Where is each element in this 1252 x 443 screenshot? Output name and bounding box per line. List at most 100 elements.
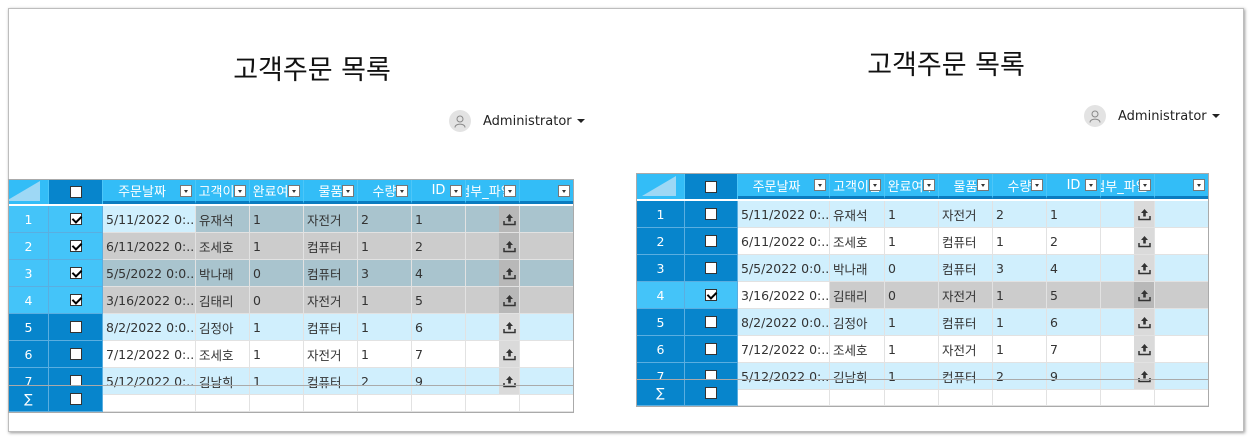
cell-date[interactable]: 5/12/2022 0:... xyxy=(738,363,830,390)
column-header[interactable]: 완료여부 xyxy=(250,180,304,204)
cell-done[interactable]: 1 xyxy=(885,228,939,255)
cell-id[interactable]: 4 xyxy=(412,260,466,287)
cell-qty[interactable]: 1 xyxy=(993,228,1047,255)
column-header[interactable]: 주문날짜 xyxy=(103,180,196,204)
user-menu[interactable]: Administrator xyxy=(449,110,585,132)
column-header[interactable]: 완료여부 xyxy=(885,174,939,199)
cell-id[interactable]: 9 xyxy=(1047,363,1101,390)
cell-id[interactable]: 7 xyxy=(412,341,466,368)
table-row[interactable]: 3 5/5/2022 0:0... 박나래 0 컴퓨터 3 4 xyxy=(9,260,573,287)
cell-id[interactable]: 9 xyxy=(412,368,466,395)
cell-qty[interactable]: 2 xyxy=(993,201,1047,228)
select-all-corner[interactable] xyxy=(9,180,49,204)
cell-name[interactable]: 유재석 xyxy=(830,201,885,228)
cell-id[interactable]: 2 xyxy=(412,233,466,260)
cell-item[interactable]: 자전거 xyxy=(939,201,993,228)
cell-name[interactable]: 김남희 xyxy=(830,363,885,390)
cell-id[interactable]: 7 xyxy=(1047,336,1101,363)
cell-date[interactable]: 7/12/2022 0:... xyxy=(738,336,830,363)
table-row[interactable]: 1 5/11/2022 0:... 유재석 1 자전거 2 1 xyxy=(9,206,573,233)
row-checkbox[interactable] xyxy=(69,348,82,360)
cell-id[interactable]: 5 xyxy=(1047,282,1101,309)
filter-dropdown-icon[interactable] xyxy=(1085,179,1097,191)
cell-item[interactable]: 컴퓨터 xyxy=(939,363,993,390)
cell-done[interactable]: 0 xyxy=(250,287,304,314)
cell-name[interactable]: 김태리 xyxy=(830,282,885,309)
cell-item[interactable]: 자전거 xyxy=(939,282,993,309)
cell-qty[interactable]: 3 xyxy=(358,260,412,287)
table-row[interactable]: 4 3/16/2022 0:... 김태리 0 자전거 1 5 xyxy=(637,282,1208,309)
upload-icon[interactable] xyxy=(499,314,519,340)
upload-icon[interactable] xyxy=(1134,336,1154,362)
cell-item[interactable]: 컴퓨터 xyxy=(939,309,993,336)
upload-icon[interactable] xyxy=(499,368,519,394)
row-checkbox[interactable] xyxy=(69,240,82,252)
summary-checkbox[interactable] xyxy=(705,386,717,399)
user-menu[interactable]: Administrator xyxy=(1084,105,1220,127)
cell-qty[interactable]: 1 xyxy=(358,314,412,341)
cell-item[interactable]: 컴퓨터 xyxy=(304,260,358,287)
select-all-checkbox[interactable] xyxy=(705,180,717,193)
cell-done[interactable]: 0 xyxy=(885,282,939,309)
cell-qty[interactable]: 1 xyxy=(993,282,1047,309)
cell-date[interactable]: 5/11/2022 0:... xyxy=(738,201,830,228)
filter-dropdown-icon[interactable] xyxy=(923,179,935,191)
table-row[interactable]: 5 8/2/2022 0:0... 김정아 1 컴퓨터 1 6 xyxy=(9,314,573,341)
cell-item[interactable]: 컴퓨터 xyxy=(939,228,993,255)
filter-dropdown-icon[interactable] xyxy=(234,185,246,197)
cell-item[interactable]: 자전거 xyxy=(304,206,358,233)
cell-qty[interactable]: 1 xyxy=(993,336,1047,363)
row-checkbox[interactable] xyxy=(69,321,82,333)
filter-dropdown-icon[interactable] xyxy=(1193,179,1205,191)
cell-name[interactable]: 박나래 xyxy=(196,260,250,287)
upload-icon[interactable] xyxy=(499,341,519,367)
cell-done[interactable]: 0 xyxy=(250,260,304,287)
cell-id[interactable]: 6 xyxy=(412,314,466,341)
cell-done[interactable]: 0 xyxy=(885,255,939,282)
filter-dropdown-icon[interactable] xyxy=(814,179,826,191)
cell-name[interactable]: 조세호 xyxy=(830,336,885,363)
filter-dropdown-icon[interactable] xyxy=(1031,179,1043,191)
cell-date[interactable]: 3/16/2022 0:... xyxy=(738,282,830,309)
cell-qty[interactable]: 2 xyxy=(358,368,412,395)
cell-id[interactable]: 4 xyxy=(1047,255,1101,282)
cell-qty[interactable]: 1 xyxy=(358,233,412,260)
summary-checkbox[interactable] xyxy=(69,392,82,405)
table-row[interactable]: 5 8/2/2022 0:0... 김정아 1 컴퓨터 1 6 xyxy=(637,309,1208,336)
cell-item[interactable]: 자전거 xyxy=(939,336,993,363)
row-checkbox[interactable] xyxy=(69,294,82,306)
cell-date[interactable]: 5/12/2022 0:... xyxy=(103,368,196,395)
cell-done[interactable]: 1 xyxy=(250,314,304,341)
cell-date[interactable]: 3/16/2022 0:... xyxy=(103,287,196,314)
column-header[interactable]: 수량 xyxy=(993,174,1047,199)
select-all-corner[interactable] xyxy=(637,174,685,199)
cell-date[interactable]: 6/11/2022 0:... xyxy=(738,228,830,255)
cell-name[interactable]: 조세호 xyxy=(196,341,250,368)
cell-date[interactable]: 7/12/2022 0:... xyxy=(103,341,196,368)
cell-name[interactable]: 박나래 xyxy=(830,255,885,282)
filter-dropdown-icon[interactable] xyxy=(977,179,989,191)
cell-done[interactable]: 1 xyxy=(250,341,304,368)
cell-date[interactable]: 5/11/2022 0:... xyxy=(103,206,196,233)
cell-qty[interactable]: 2 xyxy=(993,363,1047,390)
cell-name[interactable]: 조세호 xyxy=(196,233,250,260)
column-header[interactable]: 수량 xyxy=(358,180,412,204)
cell-name[interactable]: 유재석 xyxy=(196,206,250,233)
filter-dropdown-icon[interactable] xyxy=(504,185,516,197)
column-header[interactable] xyxy=(1155,174,1208,199)
upload-icon[interactable] xyxy=(1134,201,1154,227)
cell-item[interactable]: 자전거 xyxy=(304,341,358,368)
column-header[interactable]: 첨부_파일 xyxy=(1101,174,1155,199)
row-checkbox[interactable] xyxy=(705,289,717,301)
upload-icon[interactable] xyxy=(499,260,519,286)
column-header[interactable]: ID xyxy=(1047,174,1101,199)
cell-item[interactable]: 컴퓨터 xyxy=(939,255,993,282)
cell-name[interactable]: 김정아 xyxy=(830,309,885,336)
row-checkbox[interactable] xyxy=(705,235,717,247)
cell-date[interactable]: 6/11/2022 0:... xyxy=(103,233,196,260)
column-header[interactable]: 물품 xyxy=(939,174,993,199)
filter-dropdown-icon[interactable] xyxy=(558,185,570,197)
cell-done[interactable]: 1 xyxy=(250,233,304,260)
